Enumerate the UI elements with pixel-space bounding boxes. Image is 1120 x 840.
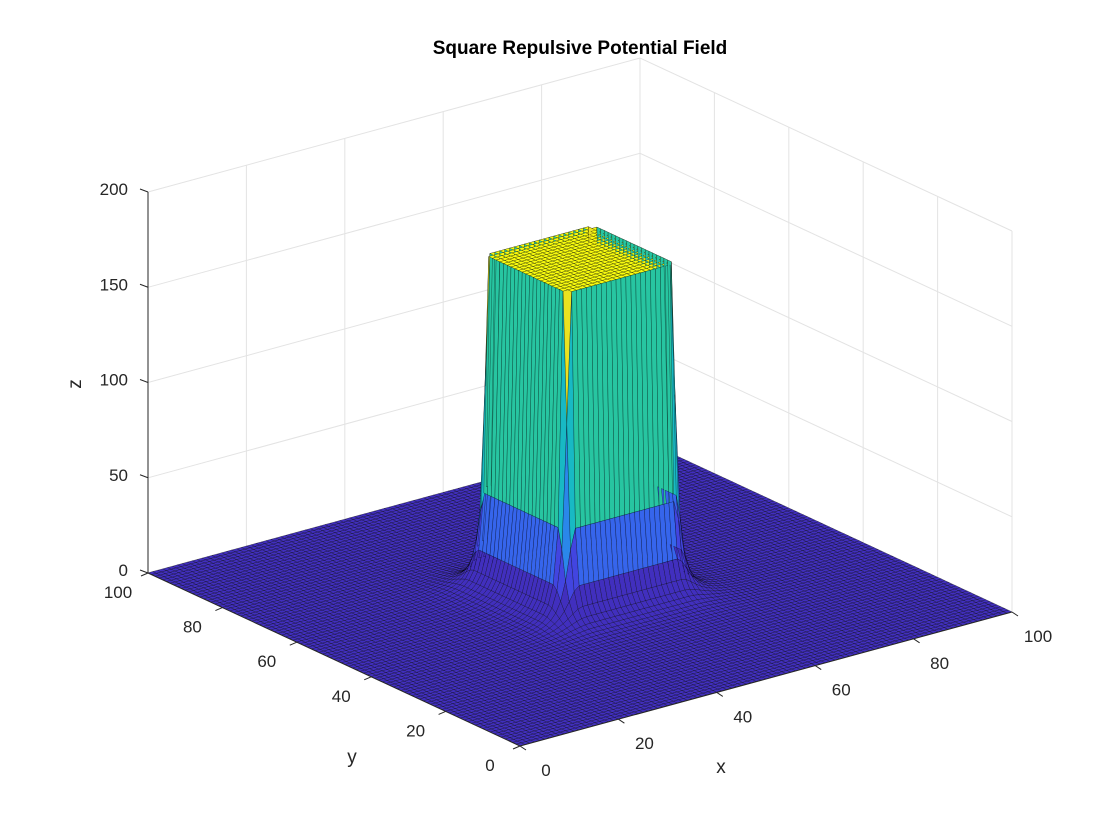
grid-line-z-4 (147, 57, 1013, 232)
chart-title: Square Repulsive Potential Field (433, 38, 728, 59)
surface-mesh (147, 226, 1013, 747)
